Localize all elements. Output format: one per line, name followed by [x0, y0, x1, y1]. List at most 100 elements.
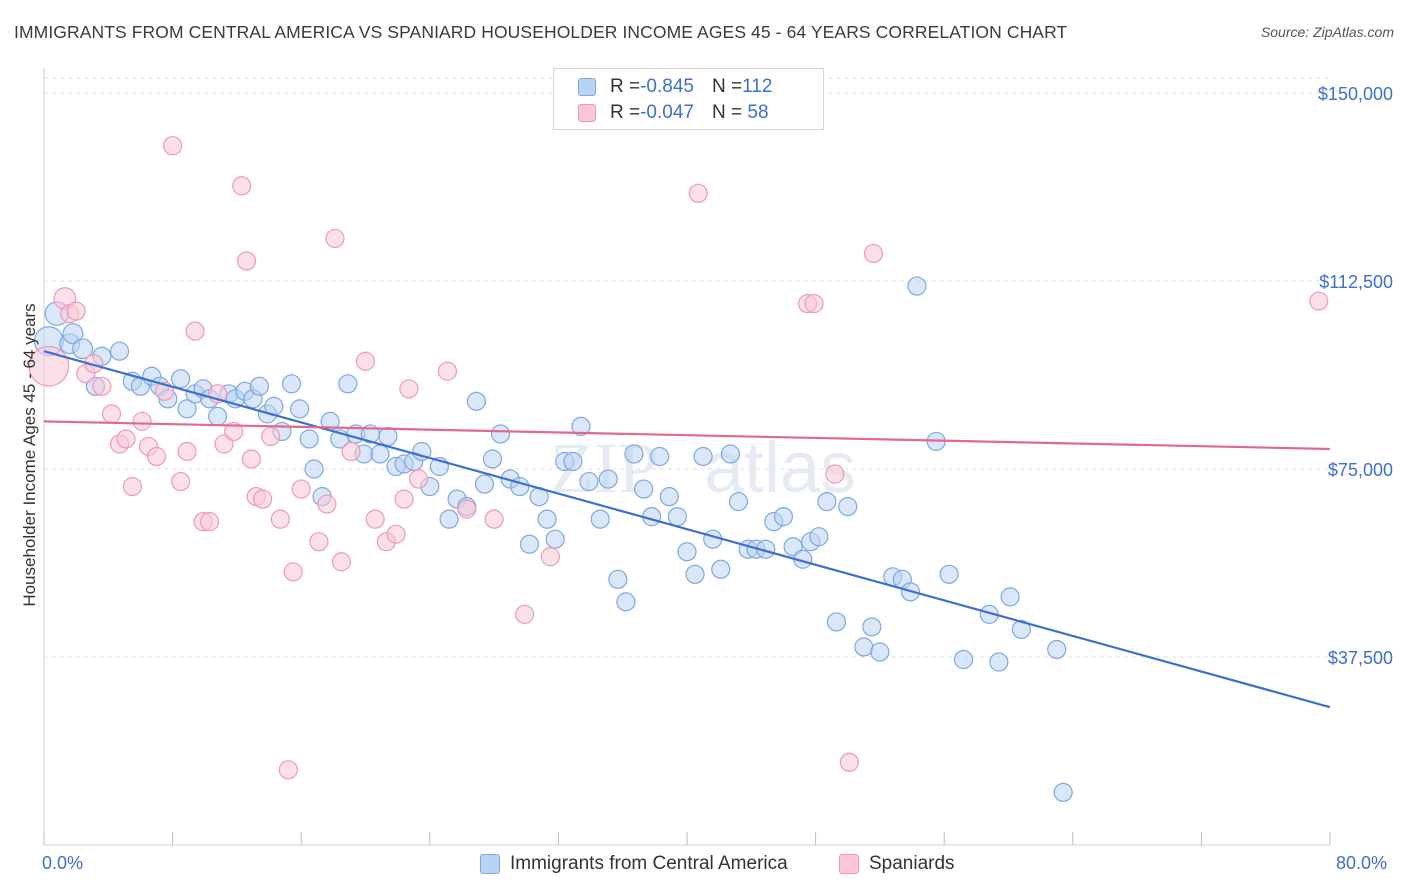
data-point-central-america	[482, 449, 503, 469]
data-point-spaniards	[365, 509, 385, 529]
data-point-spaniards	[278, 760, 298, 780]
data-point-spaniards	[224, 421, 244, 442]
data-point-central-america	[907, 276, 927, 296]
x-tick-label-max: 80.0%	[1336, 853, 1388, 873]
data-point-central-america	[545, 529, 565, 549]
data-point-central-america	[474, 474, 495, 494]
data-point-central-america	[773, 507, 794, 527]
data-point-central-america	[685, 564, 705, 584]
data-point-central-america	[953, 649, 974, 670]
data-point-central-america	[608, 569, 628, 589]
legend-n-label: N =	[711, 76, 743, 97]
legend-row-spaniards: R = -0.047 N = 58	[578, 100, 769, 126]
data-point-central-america	[490, 424, 511, 444]
data-point-spaniards	[177, 441, 197, 462]
data-point-central-america	[870, 642, 890, 662]
data-point-central-america	[1053, 782, 1073, 802]
y-tick-label: $75,000	[1328, 460, 1393, 480]
y-axis-label: Householder Income Ages 45 - 64 years	[20, 303, 39, 607]
data-point-central-america	[838, 497, 858, 517]
data-point-central-america	[72, 338, 94, 360]
data-point-spaniards	[146, 446, 167, 467]
data-point-central-america	[590, 509, 610, 529]
legend-n-label: N =	[711, 102, 743, 123]
data-point-central-america	[862, 617, 882, 637]
data-point-central-america	[299, 429, 319, 449]
data-point-spaniards	[132, 411, 152, 431]
data-point-spaniards	[101, 404, 122, 424]
data-point-central-america	[720, 444, 741, 464]
data-point-central-america	[989, 652, 1009, 672]
data-point-central-america	[370, 444, 390, 464]
data-point-spaniards	[540, 547, 560, 567]
legend-r-label: R =	[610, 76, 641, 97]
data-point-central-america	[439, 509, 459, 529]
data-point-spaniards	[283, 562, 303, 582]
data-point-central-america	[817, 492, 837, 512]
data-point-spaniards	[66, 301, 86, 321]
data-point-central-america	[338, 374, 358, 394]
data-point-central-america	[939, 564, 959, 584]
data-point-central-america	[304, 459, 324, 479]
legend-n-value: 58	[742, 102, 769, 123]
data-point-spaniards	[1309, 291, 1329, 311]
legend-row-central-america: R = -0.845 N = 112	[578, 74, 772, 100]
data-point-spaniards	[408, 469, 429, 489]
data-point-central-america	[177, 399, 197, 419]
data-point-spaniards	[163, 136, 183, 156]
data-point-spaniards	[291, 479, 311, 499]
data-point-spaniards	[232, 176, 252, 196]
data-point-central-america	[667, 507, 687, 527]
data-point-spaniards	[341, 441, 361, 462]
trend-lines	[43, 350, 1331, 709]
trend-line-central-america	[43, 350, 1331, 709]
axes	[43, 68, 1331, 846]
data-point-spaniards	[185, 321, 205, 341]
data-point-central-america	[289, 399, 310, 419]
data-point-central-america	[650, 446, 670, 467]
bottom-legend-swatch-blue	[480, 854, 500, 874]
legend-r-value: -0.047	[640, 102, 694, 123]
data-point-spaniards	[199, 512, 220, 532]
data-point-spaniards	[804, 293, 824, 314]
legend-swatch-pink	[578, 104, 596, 122]
data-point-spaniards	[437, 361, 458, 381]
series-spaniards	[28, 136, 1329, 780]
data-point-central-america	[728, 492, 749, 512]
data-point-central-america	[598, 469, 618, 489]
data-point-spaniards	[839, 752, 859, 772]
data-point-spaniards	[399, 379, 419, 399]
data-point-central-america	[208, 406, 228, 426]
legend-swatch-blue	[578, 78, 596, 96]
data-point-central-america	[1047, 639, 1067, 660]
data-point-spaniards	[484, 509, 504, 529]
data-point-central-america	[109, 341, 130, 361]
data-point-central-america	[519, 534, 540, 554]
data-point-central-america	[537, 509, 557, 529]
data-point-central-america	[249, 376, 270, 396]
data-point-central-america	[563, 451, 583, 472]
bottom-legend-label: Spaniards	[869, 853, 955, 874]
y-tick-labels: $37,500 $75,000 $112,500 $150,000	[1318, 84, 1393, 668]
data-point-central-america	[633, 479, 654, 499]
data-point-spaniards	[309, 532, 329, 552]
data-point-spaniards	[253, 489, 273, 509]
data-point-spaniards	[457, 499, 477, 519]
data-point-spaniards	[317, 494, 337, 514]
data-point-central-america	[826, 612, 847, 632]
data-point-central-america	[378, 426, 398, 447]
data-point-spaniards	[270, 509, 290, 529]
source-label: Source: ZipAtlas.com	[1260, 24, 1394, 40]
series-central-america	[33, 276, 1073, 802]
y-tick-label: $37,500	[1328, 648, 1393, 668]
bottom-legend-spaniards: Spaniards	[839, 852, 955, 876]
data-point-spaniards	[84, 354, 104, 374]
data-point-spaniards	[515, 604, 535, 624]
zipatlas-watermark: ZIP atlas	[550, 428, 856, 508]
data-point-spaniards	[825, 464, 845, 484]
y-tick-label: $150,000	[1318, 84, 1393, 104]
data-point-central-america	[693, 446, 713, 467]
data-point-spaniards	[355, 351, 376, 371]
data-point-central-america	[616, 592, 636, 612]
data-point-central-america	[624, 444, 644, 464]
